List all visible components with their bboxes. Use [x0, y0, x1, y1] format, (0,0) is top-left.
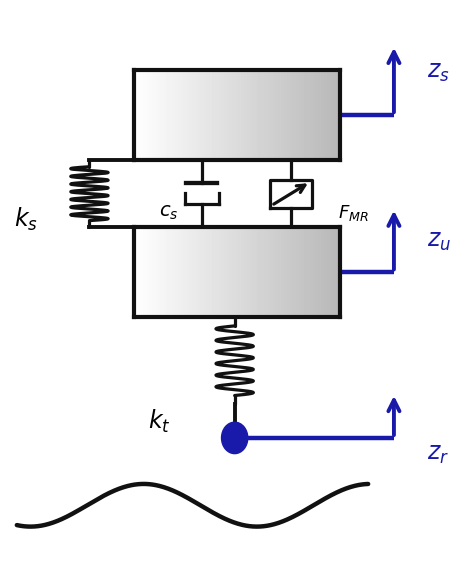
Text: $k_s$: $k_s$ — [14, 205, 38, 232]
Text: $c_s$: $c_s$ — [159, 204, 179, 222]
Circle shape — [221, 422, 248, 454]
Text: $m_u$: $m_u$ — [215, 257, 259, 288]
Text: $k_t$: $k_t$ — [148, 408, 171, 435]
Text: $z_r$: $z_r$ — [427, 443, 449, 466]
Text: $z_u$: $z_u$ — [427, 230, 451, 253]
Text: $z_s$: $z_s$ — [427, 61, 449, 84]
Text: $m_s$: $m_s$ — [216, 100, 258, 130]
Text: $F_{MR}$: $F_{MR}$ — [337, 204, 368, 223]
